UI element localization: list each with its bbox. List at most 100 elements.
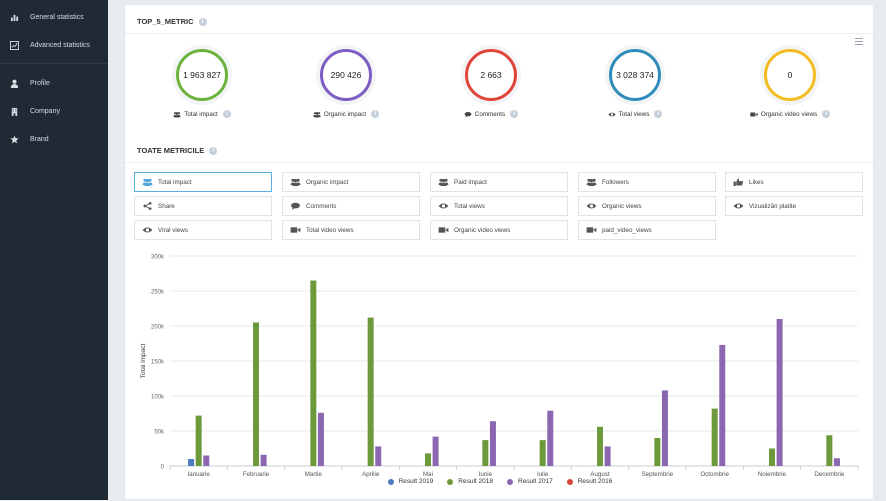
x-tick-label: Iulie bbox=[537, 471, 549, 478]
metric-comments: 2 663 Comments i bbox=[436, 49, 546, 118]
bar bbox=[604, 446, 611, 466]
comment-icon bbox=[289, 202, 301, 210]
metric-button-paid-video-views[interactable]: paid_video_views bbox=[578, 220, 716, 240]
x-tick-label: Februarie bbox=[243, 471, 270, 478]
sidebar-item-profile[interactable]: Profile bbox=[0, 69, 108, 97]
button-label: paid_video_views bbox=[602, 226, 652, 234]
info-icon[interactable]: i bbox=[198, 17, 207, 26]
metric-label-text: Total impact bbox=[184, 110, 218, 118]
sidebar-item-brand[interactable]: Brand bbox=[0, 125, 108, 153]
x-tick-label: Noiembrie bbox=[758, 471, 787, 478]
users-icon bbox=[141, 178, 153, 186]
sidebar-item-label: General statistics bbox=[30, 13, 84, 21]
metric-organic-impact: 290 426 Organic impact i bbox=[291, 49, 401, 118]
sidebar-divider bbox=[0, 59, 108, 64]
metric-button-comments[interactable]: Comments bbox=[282, 196, 420, 216]
y-tick-label: 300k bbox=[151, 255, 165, 261]
button-label: Organic video views bbox=[454, 226, 511, 234]
x-tick-label: Martie bbox=[305, 471, 323, 478]
legend-item[interactable]: Result 2019 bbox=[387, 478, 433, 485]
sidebar-item-label: Company bbox=[30, 107, 60, 115]
info-icon[interactable]: i bbox=[654, 110, 663, 118]
comment-icon bbox=[464, 111, 472, 118]
bar bbox=[654, 438, 661, 466]
metric-button-viral-views[interactable]: Viral views bbox=[134, 220, 272, 240]
sidebar: General statistics Advanced statistics P… bbox=[0, 0, 108, 500]
x-tick-label: Octombrie bbox=[700, 471, 729, 478]
metric-button-total-impact[interactable]: Total impact bbox=[134, 172, 272, 192]
button-label: Share bbox=[158, 202, 175, 210]
bar bbox=[711, 408, 718, 466]
legend-item[interactable]: Result 2017 bbox=[507, 478, 553, 485]
bar bbox=[539, 440, 546, 466]
legend-label: Result 2017 bbox=[518, 478, 553, 485]
info-icon[interactable]: i bbox=[510, 110, 519, 118]
sidebar-item-general-statistics[interactable]: General statistics bbox=[0, 3, 108, 31]
users-icon bbox=[313, 111, 321, 118]
total-impact-chart: 0 50k 100k 150k 200k 250k 300k Total impact Ianu… bbox=[140, 255, 859, 478]
button-label: Viral views bbox=[158, 226, 188, 234]
legend-item[interactable]: Result 2016 bbox=[566, 478, 612, 485]
metric-organic-video-views: 0 Organic video views i bbox=[730, 49, 850, 118]
y-tick-label: 100k bbox=[151, 395, 165, 401]
bar bbox=[769, 448, 775, 466]
x-tick-label: Ianuarie bbox=[187, 471, 210, 478]
bar bbox=[597, 426, 603, 466]
sidebar-item-label: Profile bbox=[30, 79, 50, 87]
building-icon bbox=[9, 106, 19, 116]
video-icon bbox=[585, 226, 597, 234]
info-icon[interactable]: i bbox=[822, 110, 831, 118]
info-icon[interactable]: i bbox=[371, 110, 380, 118]
bar bbox=[253, 322, 259, 466]
divider bbox=[125, 162, 873, 163]
metric-button-vizualizari-platite[interactable]: Vizualizări platite bbox=[725, 196, 863, 216]
y-tick-label: 200k bbox=[151, 325, 165, 331]
bar bbox=[188, 459, 195, 466]
video-icon bbox=[437, 226, 449, 234]
button-label: Total impact bbox=[158, 178, 192, 186]
star-icon bbox=[9, 134, 19, 144]
sidebar-item-advanced-statistics[interactable]: Advanced statistics bbox=[0, 31, 108, 59]
sidebar-item-label: Advanced statistics bbox=[30, 41, 90, 49]
eye-icon bbox=[585, 202, 597, 210]
eye-icon bbox=[732, 202, 744, 210]
metric-button-followers[interactable]: Followers bbox=[578, 172, 716, 192]
x-tick-label: Decembrie bbox=[814, 471, 844, 478]
bar bbox=[317, 412, 324, 466]
x-tick-label: Aprilie bbox=[362, 471, 380, 478]
sidebar-item-label: Brand bbox=[30, 135, 49, 143]
menu-icon[interactable] bbox=[855, 38, 863, 47]
metric-button-organic-video-views[interactable]: Organic video views bbox=[430, 220, 568, 240]
metric-button-organic-impact[interactable]: Organic impact bbox=[282, 172, 420, 192]
metric-label: Organic impact i bbox=[291, 110, 401, 118]
info-icon[interactable]: i bbox=[222, 110, 231, 118]
metric-button-likes[interactable]: Likes bbox=[725, 172, 863, 192]
bar bbox=[833, 458, 840, 466]
metric-button-paid-impact[interactable]: Paid impact bbox=[430, 172, 568, 192]
x-tick-label: August bbox=[590, 471, 610, 478]
legend-item[interactable]: Result 2018 bbox=[447, 478, 493, 485]
y-tick-label: 250k bbox=[151, 290, 165, 296]
metric-button-total-video-views[interactable]: Total video views bbox=[282, 220, 420, 240]
sidebar-item-company[interactable]: Company bbox=[0, 97, 108, 125]
metric-total-views: 3 028 374 Total views i bbox=[580, 49, 690, 118]
metric-ring: 290 426 bbox=[320, 49, 372, 101]
legend-label: Result 2018 bbox=[458, 478, 493, 485]
button-label: Followers bbox=[602, 178, 629, 186]
metric-button-share[interactable]: Share bbox=[134, 196, 272, 216]
metric-label-text: Organic impact bbox=[323, 110, 367, 118]
metric-button-organic-views[interactable]: Organic views bbox=[578, 196, 716, 216]
info-icon[interactable]: i bbox=[209, 146, 218, 155]
y-axis-label: Total impact bbox=[140, 343, 147, 378]
button-label: Organic views bbox=[602, 202, 642, 210]
bar bbox=[310, 280, 317, 466]
metric-button-total-views[interactable]: Total views bbox=[430, 196, 568, 216]
bar-chart-icon bbox=[9, 12, 19, 22]
button-label: Paid impact bbox=[454, 178, 487, 186]
metric-label-text: Comments bbox=[474, 110, 506, 118]
metric-label: Organic video views i bbox=[730, 110, 850, 118]
top5-title-text: TOP_5_METRIC bbox=[137, 17, 194, 26]
legend-swatch bbox=[447, 478, 454, 485]
chart-legend: Result 2019 Result 2018 Result 2017 Resu… bbox=[125, 478, 875, 485]
metric-ring: 1 963 827 bbox=[176, 49, 228, 101]
